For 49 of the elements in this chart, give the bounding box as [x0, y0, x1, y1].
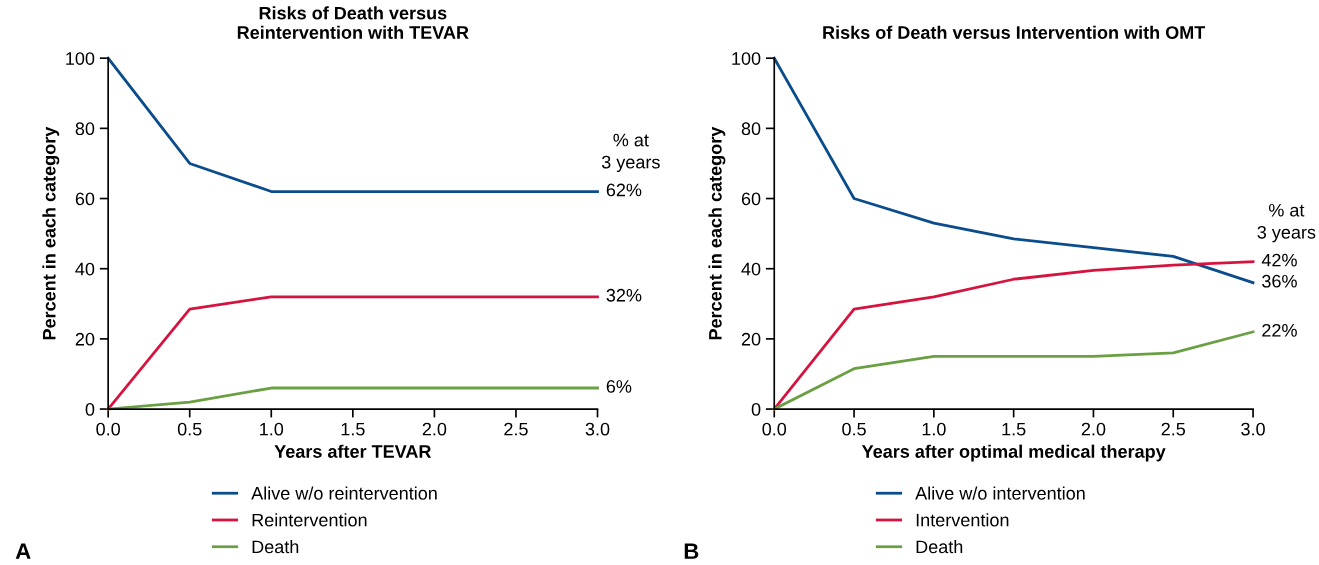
y-tick-label: 40 [75, 262, 95, 276]
y-tick-label: 80 [741, 122, 761, 136]
x-tick-label: 2.5 [504, 422, 528, 436]
data-label: 36% [1262, 274, 1297, 288]
data-label: 22% [1262, 323, 1297, 337]
text: % at 3 years [601, 133, 660, 173]
legend-label: Death [252, 539, 299, 554]
x-tick-label: 0.0 [762, 422, 787, 436]
x-tick-label: 1.0 [260, 422, 284, 436]
chart-title: Risks of Death versus Reintervention with TEVAR [237, 6, 469, 39]
x-tick-label: 1.5 [1002, 422, 1026, 436]
x-tick-label: 0.5 [177, 422, 202, 436]
data-label: 42% [1261, 253, 1297, 267]
data-label: 6% [606, 380, 632, 393]
x-tick-label: 2.0 [422, 422, 447, 436]
y-tick-label: 60 [75, 192, 95, 206]
y-tick-label: 40 [741, 262, 761, 276]
legend-label: Alive w/o reintervention [251, 486, 437, 500]
text: A [15, 543, 31, 559]
x-tick-label: 0.5 [842, 422, 866, 436]
chart-title: Risks of Death versus Intervention with OMT [823, 25, 1206, 39]
x-tick-label: 1.5 [341, 422, 365, 436]
data-label: 32% [606, 288, 642, 302]
y-tick-label: 20 [75, 332, 95, 346]
x-tick-label: 1.0 [922, 422, 946, 436]
x-tick-label: 3.0 [1241, 422, 1265, 436]
legend-label: Death [916, 539, 963, 554]
y-tick-label: 0 [85, 402, 95, 416]
text: % at 3 years [1257, 203, 1316, 243]
y-tick-label: 80 [75, 122, 95, 136]
x-tick-label: 2.0 [1081, 422, 1106, 436]
y-tick-label: 20 [741, 332, 761, 346]
text: B [684, 543, 699, 559]
y-tick-label: 100 [66, 52, 95, 65]
x-axis-title: Years after optimal medical therapy [861, 444, 1166, 462]
y-axis-title: Percent in each category [708, 126, 726, 340]
y-tick-label: 60 [741, 192, 761, 206]
data-label: 62% [606, 183, 642, 197]
x-tick-label: 2.5 [1161, 422, 1186, 436]
y-tick-label: 100 [732, 52, 761, 65]
y-axis-title: Percent in each category [42, 126, 60, 340]
legend-label: Alive w/o intervention [915, 486, 1085, 500]
x-axis-title: Years after TEVAR [274, 444, 432, 458]
legend-label: Reintervention [252, 513, 367, 527]
x-tick-label: 3.0 [585, 422, 610, 436]
x-tick-label: 0.0 [96, 422, 120, 436]
line-series [772, 56, 1255, 285]
y-tick-label: 0 [751, 402, 761, 416]
legend-label: Intervention [916, 513, 1009, 527]
